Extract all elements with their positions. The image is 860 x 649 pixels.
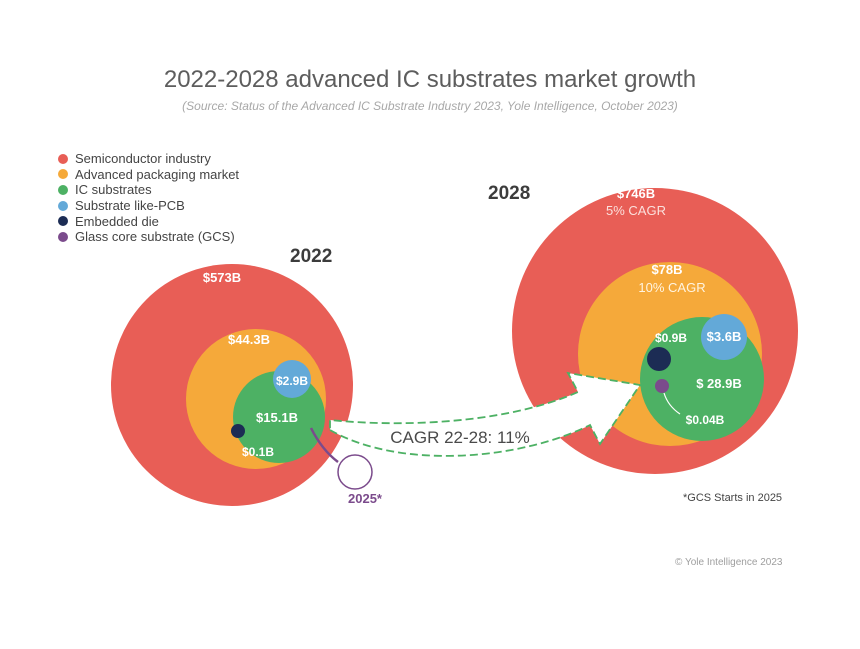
value-label-2022-advanced-packaging: $44.3B: [228, 332, 270, 347]
growth-arrow-shape: [329, 371, 642, 457]
legend-swatch: [58, 184, 68, 195]
gcs-2025-label: 2025*: [348, 491, 383, 506]
legend-item-ic-substrates: IC substrates: [58, 182, 239, 198]
year-label-2022: 2022: [290, 246, 332, 267]
growth-arrow: CAGR 22-28: 11%: [329, 371, 642, 457]
value-label-2028-semiconductor: $746B: [617, 186, 655, 201]
legend-swatch: [58, 231, 68, 242]
value-label-2022-ic-substrates: $15.1B: [256, 410, 298, 425]
cagr-label-2028-advanced-packaging: 10% CAGR: [638, 280, 705, 295]
value-label-2028-glass-core: $0.04B: [686, 413, 725, 427]
gcs-2025-circle: [337, 454, 373, 490]
legend-label: IC substrates: [75, 182, 152, 198]
legend-item-substrate-like-pcb: Substrate like-PCB: [58, 198, 239, 214]
legend-label: Glass core substrate (GCS): [75, 229, 235, 245]
value-label-2022-substrate-like-pcb: $2.9B: [276, 374, 308, 388]
bubble-2028-embedded-die: [647, 347, 671, 371]
value-label-2022-embedded-die: $0.1B: [242, 445, 274, 459]
bubble-2022-embedded-die: [231, 424, 245, 438]
bubble-2028-substrate-like-pcb: [701, 314, 747, 360]
legend-item-semiconductor: Semiconductor industry: [58, 151, 239, 167]
legend-label: Semiconductor industry: [75, 151, 211, 167]
legend-swatch: [58, 200, 68, 211]
cagr-arrow-label: CAGR 22-28: 11%: [390, 428, 530, 447]
legend-item-advanced-packaging: Advanced packaging market: [58, 167, 239, 183]
cagr-label-2028-semiconductor: 5% CAGR: [606, 203, 666, 218]
year-label-2028: 2028: [488, 183, 530, 204]
value-label-2028-advanced-packaging: $78B: [651, 262, 682, 277]
value-label-2028-ic-substrates: $ 28.9B: [696, 376, 742, 391]
legend-swatch: [58, 216, 68, 227]
legend-item-glass-core: Glass core substrate (GCS): [58, 229, 239, 245]
value-label-2028-substrate-like-pcb: $3.6B: [707, 329, 742, 344]
bubble-2028-glass-core: [655, 379, 669, 393]
legend-label: Advanced packaging market: [75, 166, 240, 182]
bubble-2022-substrate-like-pcb: [273, 360, 311, 398]
legend-item-embedded-die: Embedded die: [58, 213, 239, 229]
gcs-2028-leader-line: [663, 392, 681, 415]
value-label-2022-semiconductor: $573B: [203, 270, 241, 285]
legend: Semiconductor industry Advanced packagin…: [58, 151, 239, 245]
copyright: © Yole Intelligence 2023: [675, 557, 783, 568]
chart-title: 2022-2028 advanced IC substrates market …: [163, 66, 697, 93]
gcs-connector-line: [309, 427, 339, 463]
legend-swatch: [58, 169, 68, 180]
legend-label: Substrate like-PCB: [75, 198, 185, 214]
legend-swatch: [58, 153, 68, 164]
chart-subtitle: (Source: Status of the Advanced IC Subst…: [182, 99, 678, 113]
legend-label: Embedded die: [75, 213, 159, 229]
value-label-2028-embedded-die: $0.9B: [655, 331, 687, 345]
footnote: *GCS Starts in 2025: [683, 492, 783, 504]
